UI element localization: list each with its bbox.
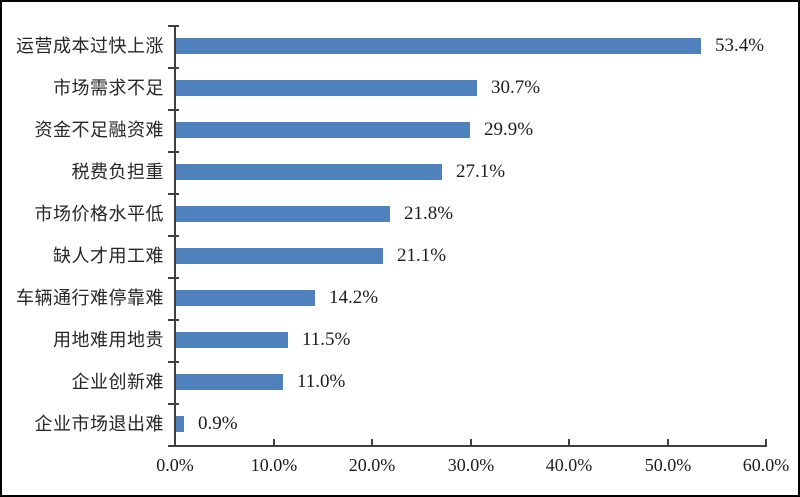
value-label: 29.9%	[484, 119, 534, 140]
category-label: 缺人才用工难	[53, 246, 164, 266]
x-axis-tick-label: 40.0%	[545, 455, 593, 475]
value-label: 21.8%	[404, 203, 454, 224]
category-label: 税费负担重	[71, 162, 164, 182]
x-axis-tick-label: 60.0%	[742, 455, 790, 475]
value-label: 11.0%	[297, 371, 346, 392]
x-axis-tick-label: 50.0%	[644, 455, 692, 475]
y-axis-tick	[168, 193, 179, 195]
value-label: 14.2%	[329, 287, 379, 308]
bar	[175, 164, 442, 180]
y-axis-tick	[168, 25, 179, 27]
x-axis-tick	[765, 439, 767, 445]
category-label: 用地难用地贵	[53, 330, 164, 350]
y-axis-tick	[168, 277, 179, 279]
x-axis-tick	[667, 439, 669, 445]
bar	[175, 416, 184, 432]
category-label: 企业创新难	[71, 372, 164, 392]
y-axis-tick	[168, 361, 179, 363]
x-axis-tick	[273, 439, 275, 445]
category-label: 资金不足融资难	[34, 120, 164, 140]
bar	[175, 122, 470, 138]
x-axis-tick-label: 20.0%	[348, 455, 396, 475]
bar	[175, 290, 315, 306]
y-axis-tick	[168, 319, 179, 321]
y-axis-tick	[168, 151, 179, 153]
x-axis-tick	[470, 439, 472, 445]
value-label: 53.4%	[715, 35, 765, 56]
value-label: 0.9%	[198, 413, 238, 434]
category-label: 企业市场退出难	[34, 414, 164, 434]
bar	[175, 374, 283, 390]
value-label: 21.1%	[397, 245, 447, 266]
x-axis-tick-label: 30.0%	[447, 455, 495, 475]
value-label: 30.7%	[491, 77, 541, 98]
y-axis-tick	[168, 235, 179, 237]
x-axis-tick-label: 10.0%	[250, 455, 298, 475]
category-label: 市场价格水平低	[34, 204, 164, 224]
category-label: 车辆通行难停靠难	[16, 288, 164, 308]
bar	[175, 248, 383, 264]
y-axis-tick	[168, 445, 179, 447]
x-axis-tick	[371, 439, 373, 445]
x-axis-tick-label: 0.0%	[156, 455, 194, 475]
value-label: 27.1%	[456, 161, 506, 182]
y-axis-tick	[168, 67, 179, 69]
x-axis-line	[174, 445, 767, 447]
x-axis-tick	[568, 439, 570, 445]
category-label: 市场需求不足	[53, 78, 164, 98]
bar	[175, 206, 390, 222]
category-label: 运营成本过快上涨	[16, 36, 164, 56]
bar	[175, 332, 288, 348]
bar	[175, 80, 477, 96]
value-label: 11.5%	[302, 329, 351, 350]
bar	[175, 38, 701, 54]
y-axis-tick	[168, 403, 179, 405]
y-axis-tick	[168, 109, 179, 111]
